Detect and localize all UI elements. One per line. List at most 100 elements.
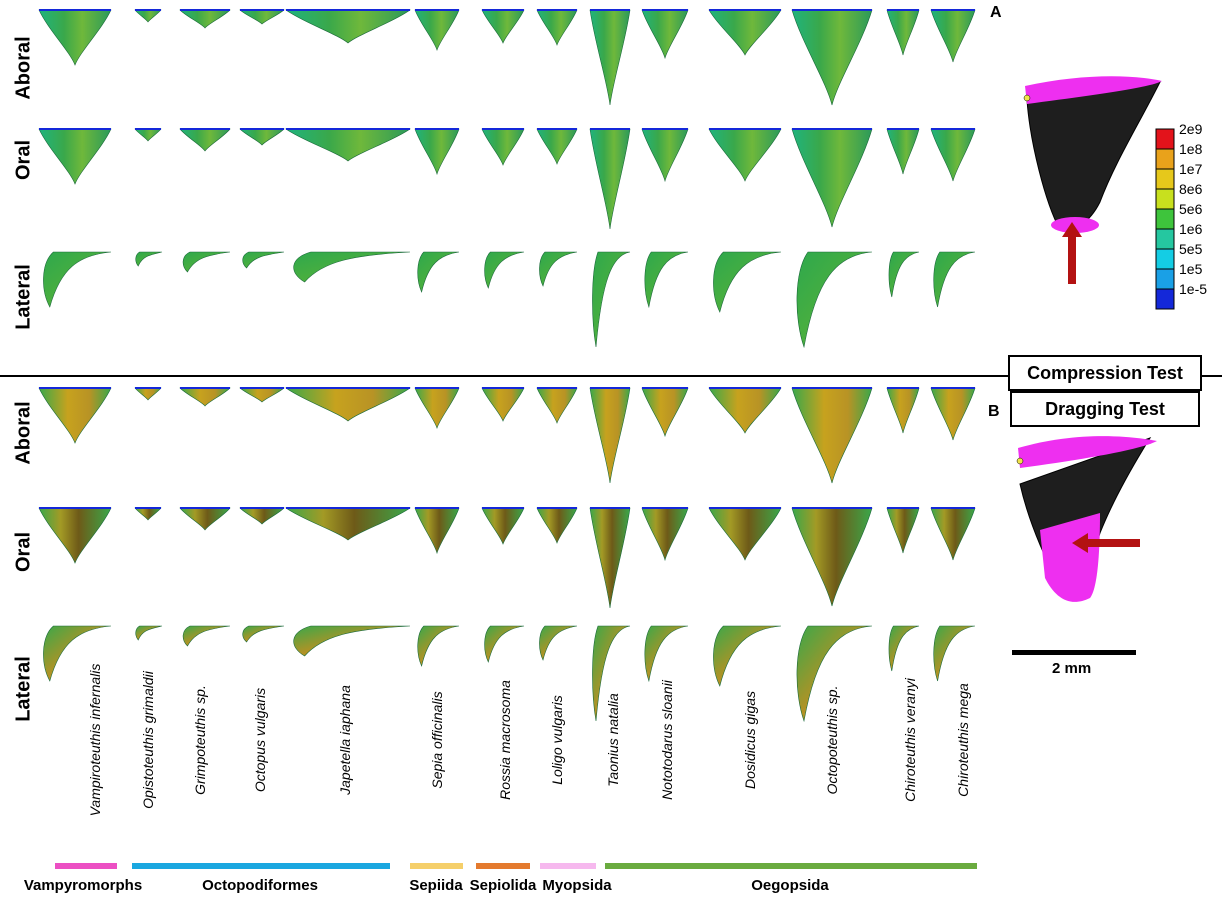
aboral-compression-hook bbox=[791, 9, 873, 106]
group-bar-oegopsida bbox=[605, 863, 977, 869]
aboral-dragging-hook bbox=[708, 387, 782, 434]
aboral-compression-hook bbox=[481, 9, 525, 44]
aboral-dragging-hook bbox=[285, 387, 411, 422]
oral-dragging-hook bbox=[536, 507, 578, 544]
model-constraint-tip bbox=[1051, 217, 1099, 233]
lateral-compression-hook bbox=[539, 251, 578, 287]
lateral-compression-hook bbox=[484, 251, 525, 289]
aboral-compression-hook bbox=[134, 9, 162, 23]
aboral-compression-hook bbox=[38, 9, 112, 66]
legend-swatch bbox=[1155, 228, 1175, 250]
oral-compression-hook bbox=[886, 128, 920, 175]
lateral-compression-hook bbox=[182, 251, 231, 273]
oral-compression-hook bbox=[641, 128, 689, 183]
lateral-dragging-hook bbox=[796, 625, 873, 723]
lateral-compression-hook bbox=[796, 251, 873, 349]
lateral-dragging-hook bbox=[484, 625, 525, 663]
row-label-oral-b: Oral bbox=[12, 531, 35, 573]
panel-divider bbox=[0, 375, 1222, 377]
model-constraint-top bbox=[1025, 76, 1162, 104]
panel-letter-a: A bbox=[990, 4, 1002, 21]
aboral-dragging-hook bbox=[179, 387, 231, 407]
oral-dragging-hook bbox=[791, 507, 873, 607]
aboral-dragging-hook bbox=[641, 387, 689, 438]
aboral-dragging-hook bbox=[481, 387, 525, 422]
aboral-compression-hook bbox=[179, 9, 231, 29]
legend-label: 8e6 bbox=[1179, 181, 1203, 197]
lateral-dragging-hook bbox=[592, 625, 631, 722]
model-constraint-top bbox=[1018, 436, 1157, 468]
oral-dragging-hook bbox=[285, 507, 411, 541]
group-bar-vampyromorphs bbox=[55, 863, 117, 869]
lateral-dragging-hook bbox=[933, 625, 976, 682]
aboral-compression-hook bbox=[641, 9, 689, 60]
lateral-dragging-hook bbox=[713, 625, 782, 687]
lateral-compression-hook bbox=[135, 251, 163, 267]
panel-letter-b: B bbox=[988, 403, 1000, 420]
aboral-dragging-hook bbox=[886, 387, 920, 434]
aboral-compression-hook bbox=[536, 9, 578, 46]
group-bar-sepiida bbox=[410, 863, 463, 869]
aboral-dragging-hook bbox=[589, 387, 631, 484]
lateral-compression-hook bbox=[592, 251, 631, 348]
row-label-lateral-a: Lateral bbox=[12, 264, 35, 330]
species-label: Taonius natalia bbox=[605, 693, 621, 787]
legend-label: 1e8 bbox=[1179, 141, 1203, 157]
oral-dragging-hook bbox=[930, 507, 976, 561]
aboral-compression-hook bbox=[239, 9, 285, 25]
oral-dragging-hook bbox=[481, 507, 525, 545]
species-label: Japetella iaphana bbox=[337, 685, 353, 795]
oral-dragging-hook bbox=[134, 507, 162, 521]
legend-swatch bbox=[1155, 188, 1175, 210]
arrow-shaft bbox=[1068, 234, 1076, 284]
lateral-compression-hook bbox=[43, 251, 112, 308]
species-label: Loligo vulgaris bbox=[549, 695, 565, 785]
species-label: Sepia officinalis bbox=[429, 691, 445, 789]
aboral-compression-hook bbox=[930, 9, 976, 63]
lateral-dragging-hook bbox=[43, 625, 112, 682]
group-label-sepiida: Sepiida bbox=[409, 877, 463, 894]
species-label: Opistoteuthis grimaldii bbox=[140, 671, 156, 809]
aboral-compression-hook bbox=[708, 9, 782, 56]
aboral-compression-hook bbox=[285, 9, 411, 44]
oral-compression-hook bbox=[481, 128, 525, 166]
row-label-lateral-b: Lateral bbox=[12, 656, 35, 722]
lateral-dragging-hook bbox=[242, 625, 285, 643]
arrow-head bbox=[1072, 533, 1088, 553]
legend-swatch bbox=[1155, 148, 1175, 170]
aboral-dragging-hook bbox=[239, 387, 285, 403]
oral-compression-hook bbox=[414, 128, 460, 176]
legend-swatch bbox=[1155, 208, 1175, 230]
lateral-compression-hook bbox=[417, 251, 460, 293]
legend-swatch bbox=[1155, 168, 1175, 190]
species-label: Grimpoteuthis sp. bbox=[192, 685, 208, 795]
arrow-shaft bbox=[1085, 539, 1140, 547]
species-label: Octopoteuthis sp. bbox=[824, 685, 840, 795]
scale-bar bbox=[1012, 650, 1136, 655]
oral-compression-hook bbox=[589, 128, 631, 230]
row-label-aboral-b: Aboral bbox=[12, 401, 35, 465]
legend-swatch bbox=[1155, 288, 1175, 310]
oral-dragging-hook bbox=[708, 507, 782, 561]
aboral-compression-hook bbox=[886, 9, 920, 56]
model-mesh bbox=[1026, 81, 1161, 231]
hook-models bbox=[38, 9, 1175, 723]
oral-compression-hook bbox=[179, 128, 231, 152]
lateral-compression-hook bbox=[888, 251, 920, 298]
group-bar-octopodiformes bbox=[132, 863, 390, 869]
oral-dragging-hook bbox=[239, 507, 285, 525]
legend-label: 2e9 bbox=[1179, 121, 1203, 137]
group-label-sepiolida: Sepiolida bbox=[469, 877, 537, 894]
species-label: Octopus vulgaris bbox=[252, 687, 268, 793]
row-label-aboral-a: Aboral bbox=[12, 36, 35, 100]
oral-compression-hook bbox=[708, 128, 782, 182]
lateral-dragging-hook bbox=[417, 625, 460, 667]
aboral-dragging-hook bbox=[38, 387, 112, 444]
aboral-dragging-hook bbox=[930, 387, 976, 441]
row-label-oral-a: Oral bbox=[12, 139, 35, 181]
oral-compression-hook bbox=[536, 128, 578, 165]
oral-compression-hook bbox=[239, 128, 285, 146]
lateral-dragging-hook bbox=[644, 625, 689, 683]
legend-swatch bbox=[1155, 248, 1175, 270]
